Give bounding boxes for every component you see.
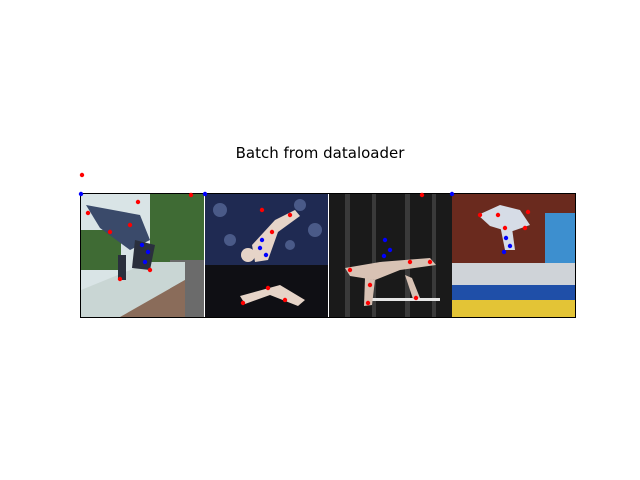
image-panel-trampoline	[452, 193, 575, 317]
keypoint	[240, 300, 246, 306]
keypoint	[202, 191, 208, 197]
keypoint	[367, 282, 373, 288]
keypoint	[503, 235, 509, 241]
keypoint	[413, 295, 419, 301]
keypoint	[502, 225, 508, 231]
keypoint	[79, 172, 85, 178]
keypoint	[495, 212, 501, 218]
keypoint	[525, 209, 531, 215]
keypoint	[477, 212, 483, 218]
image-panel-bar-performer	[329, 193, 452, 317]
keypoint	[419, 192, 425, 198]
panel-border	[80, 193, 576, 318]
keypoint	[287, 212, 293, 218]
keypoint	[522, 225, 528, 231]
keypoint	[269, 229, 275, 235]
keypoint	[381, 253, 387, 259]
keypoint	[501, 249, 507, 255]
keypoint	[145, 249, 151, 255]
keypoint	[427, 259, 433, 265]
image-panel-handstand	[81, 193, 204, 317]
keypoint	[449, 191, 455, 197]
keypoint	[507, 243, 513, 249]
keypoint	[142, 259, 148, 265]
keypoint	[347, 267, 353, 273]
keypoint	[135, 199, 141, 205]
keypoint	[407, 259, 413, 265]
keypoint	[282, 297, 288, 303]
keypoint	[85, 210, 91, 216]
keypoint	[139, 242, 145, 248]
keypoint	[147, 267, 153, 273]
keypoint	[257, 245, 263, 251]
keypoint	[259, 237, 265, 243]
keypoint	[107, 229, 113, 235]
keypoint	[117, 276, 123, 282]
ground-truth-keypoints	[78, 191, 513, 265]
keypoint	[127, 222, 133, 228]
keypoint	[382, 237, 388, 243]
keypoint	[265, 285, 271, 291]
predicted-keypoints	[79, 172, 531, 306]
keypoint	[263, 252, 269, 258]
keypoint	[365, 300, 371, 306]
keypoint	[387, 247, 393, 253]
keypoint	[78, 191, 84, 197]
keypoint	[259, 207, 265, 213]
keypoint	[188, 192, 194, 198]
figure-title: Batch from dataloader	[235, 144, 405, 162]
